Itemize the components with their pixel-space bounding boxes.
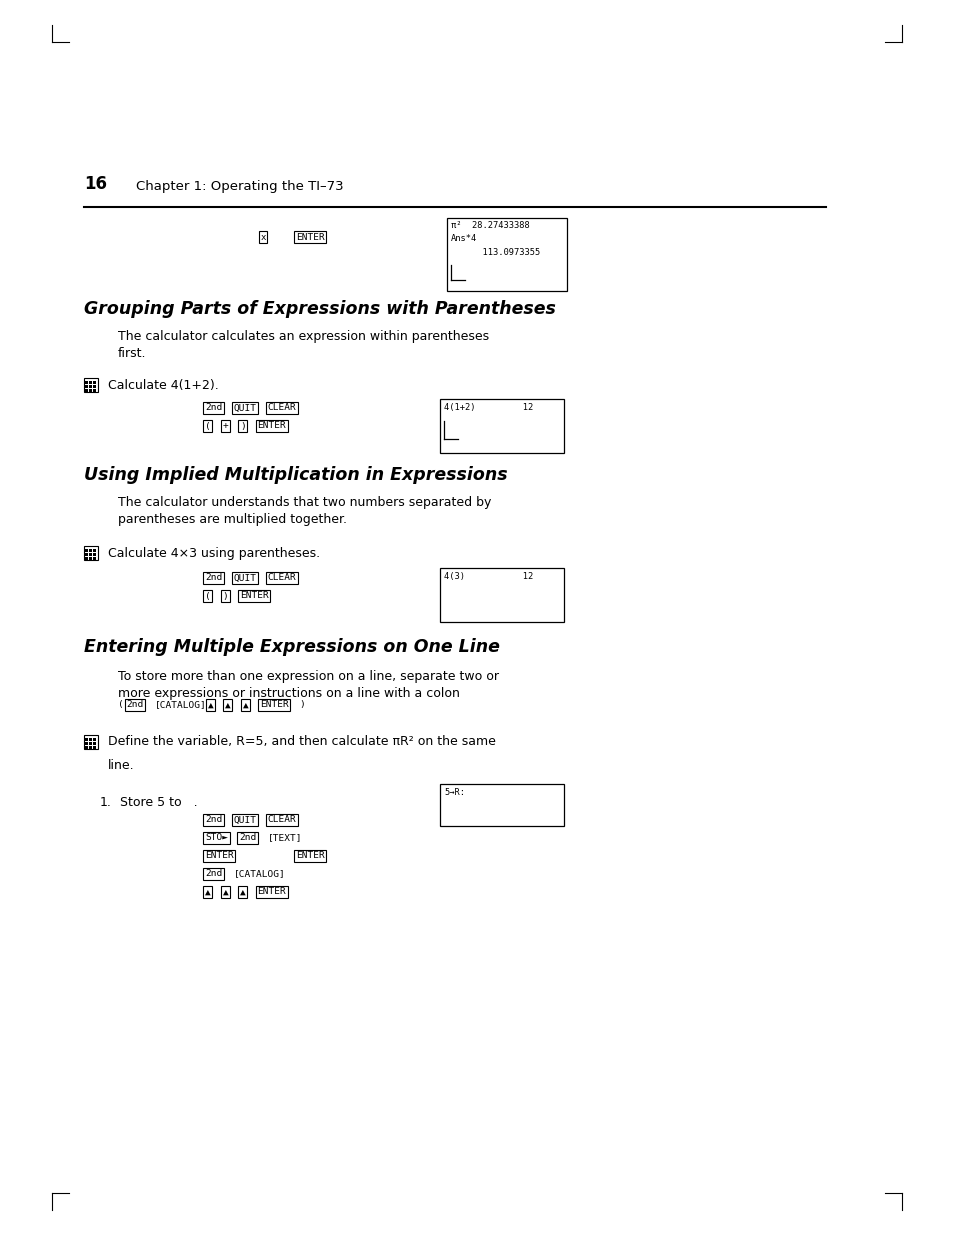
Text: +: + — [222, 421, 228, 431]
Text: ▲: ▲ — [242, 700, 248, 709]
Bar — [85, 739, 88, 741]
Bar — [439, 784, 563, 826]
Text: 1.: 1. — [100, 797, 112, 809]
Text: ENTER: ENTER — [260, 700, 289, 709]
Text: x: x — [260, 232, 265, 242]
Text: first.: first. — [118, 347, 147, 359]
Bar — [89, 746, 91, 748]
Bar — [85, 389, 88, 391]
Bar — [89, 553, 91, 556]
Text: ▲: ▲ — [240, 888, 246, 897]
Bar — [447, 219, 566, 291]
Bar — [85, 382, 88, 384]
Bar — [85, 557, 88, 559]
Text: ENTER: ENTER — [205, 851, 233, 861]
Bar — [439, 399, 563, 453]
Text: 16: 16 — [84, 175, 107, 193]
Bar — [439, 568, 563, 622]
Bar — [84, 546, 98, 559]
Bar — [89, 742, 91, 745]
Text: ENTER: ENTER — [240, 592, 269, 600]
Text: ▲: ▲ — [205, 888, 211, 897]
Text: Calculate 4×3 using parentheses.: Calculate 4×3 using parentheses. — [108, 547, 320, 559]
Text: 2nd: 2nd — [205, 573, 222, 583]
Bar — [89, 389, 91, 391]
Text: Store 5 to   .: Store 5 to . — [120, 797, 197, 809]
Text: 2nd: 2nd — [205, 869, 222, 878]
Text: Entering Multiple Expressions on One Line: Entering Multiple Expressions on One Lin… — [84, 638, 499, 656]
Text: The calculator understands that two numbers separated by: The calculator understands that two numb… — [118, 496, 491, 509]
Text: ▲: ▲ — [208, 700, 213, 709]
Bar — [85, 550, 88, 552]
Text: ): ) — [222, 592, 228, 600]
Bar — [84, 735, 98, 748]
Text: Using Implied Multiplication in Expressions: Using Implied Multiplication in Expressi… — [84, 466, 507, 484]
Text: [CATALOG]: [CATALOG] — [154, 700, 207, 709]
Bar — [92, 553, 96, 556]
Bar — [89, 557, 91, 559]
Bar — [92, 557, 96, 559]
Bar — [89, 550, 91, 552]
Text: ): ) — [299, 700, 305, 709]
Bar — [92, 382, 96, 384]
Text: CLEAR: CLEAR — [267, 815, 296, 825]
Text: 5→R:: 5→R: — [443, 788, 464, 797]
Text: To store more than one expression on a line, separate two or: To store more than one expression on a l… — [118, 671, 498, 683]
Text: line.: line. — [108, 760, 134, 772]
Text: [CATALOG]: [CATALOG] — [233, 869, 285, 878]
Text: Grouping Parts of Expressions with Parentheses: Grouping Parts of Expressions with Paren… — [84, 300, 556, 317]
Text: STO►: STO► — [205, 834, 228, 842]
Text: 2nd: 2nd — [205, 404, 222, 412]
Bar — [92, 389, 96, 391]
Bar — [85, 742, 88, 745]
Text: 2nd: 2nd — [127, 700, 144, 709]
Bar — [92, 746, 96, 748]
Bar — [85, 385, 88, 388]
Bar — [92, 550, 96, 552]
Text: 4(1+2)         12: 4(1+2) 12 — [443, 403, 533, 412]
Text: π²  28.27433388: π² 28.27433388 — [451, 221, 529, 230]
Text: (: ( — [205, 421, 211, 431]
Bar — [84, 378, 98, 391]
Text: Define the variable, R=5, and then calculate πR² on the same: Define the variable, R=5, and then calcu… — [108, 736, 496, 748]
Text: QUIT: QUIT — [233, 815, 256, 825]
Bar — [92, 739, 96, 741]
Text: ▲: ▲ — [225, 700, 231, 709]
Bar — [92, 742, 96, 745]
Text: ▲: ▲ — [222, 888, 228, 897]
Text: 113.0973355: 113.0973355 — [451, 248, 539, 257]
Text: (: ( — [118, 700, 124, 709]
Bar — [89, 382, 91, 384]
Text: 2nd: 2nd — [205, 815, 222, 825]
Text: QUIT: QUIT — [233, 404, 256, 412]
Bar — [92, 385, 96, 388]
Text: ): ) — [240, 421, 246, 431]
Text: ENTER: ENTER — [257, 888, 286, 897]
Text: more expressions or instructions on a line with a colon: more expressions or instructions on a li… — [118, 687, 459, 700]
Text: Chapter 1: Operating the TI–73: Chapter 1: Operating the TI–73 — [136, 180, 343, 193]
Text: (: ( — [205, 592, 211, 600]
Text: 4(3)           12: 4(3) 12 — [443, 572, 533, 580]
Bar — [85, 746, 88, 748]
Text: ENTER: ENTER — [295, 851, 324, 861]
Text: Ans*4: Ans*4 — [451, 233, 476, 243]
Text: [TEXT]: [TEXT] — [267, 834, 302, 842]
Text: parentheses are multiplied together.: parentheses are multiplied together. — [118, 513, 347, 526]
Text: CLEAR: CLEAR — [267, 573, 296, 583]
Text: The calculator calculates an expression within parentheses: The calculator calculates an expression … — [118, 330, 489, 343]
Text: 2nd: 2nd — [239, 834, 256, 842]
Text: Calculate 4(1+2).: Calculate 4(1+2). — [108, 378, 218, 391]
Bar — [89, 385, 91, 388]
Text: CLEAR: CLEAR — [267, 404, 296, 412]
Text: QUIT: QUIT — [233, 573, 256, 583]
Text: ENTER: ENTER — [295, 232, 324, 242]
Bar — [85, 553, 88, 556]
Bar — [89, 739, 91, 741]
Text: ENTER: ENTER — [257, 421, 286, 431]
